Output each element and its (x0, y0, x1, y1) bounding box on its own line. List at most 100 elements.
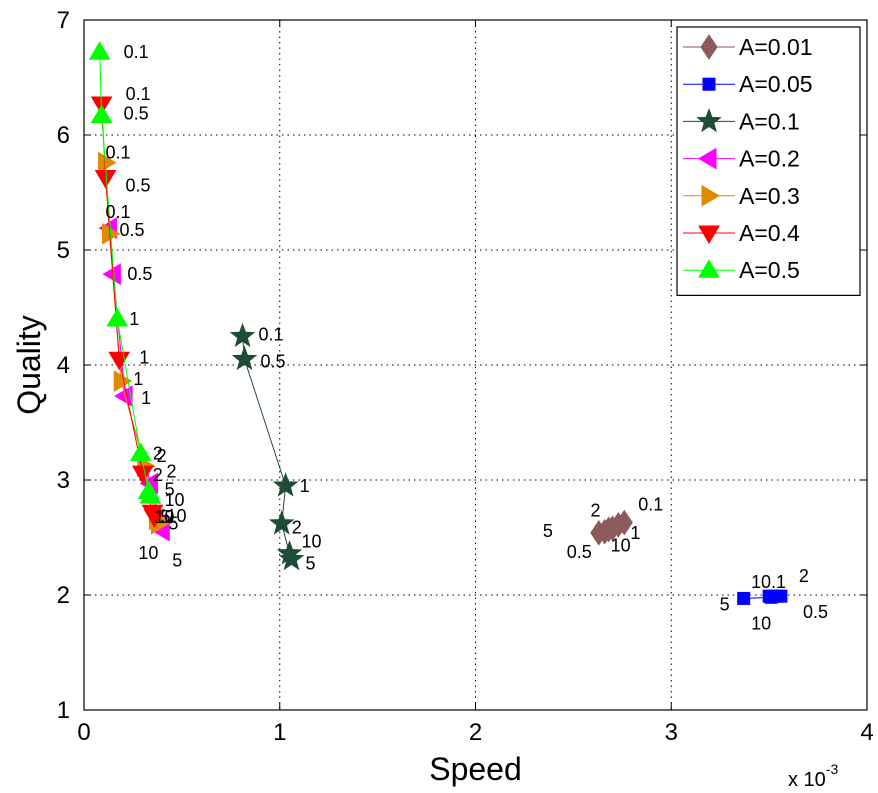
point-label: 10 (138, 543, 158, 563)
triangle-up-marker (88, 41, 111, 60)
grid-lines (84, 20, 867, 710)
point-label: 1 (129, 309, 139, 329)
legend-label: A=0.05 (739, 71, 813, 97)
x-axis-multiplier: x 10-3 (788, 761, 838, 791)
point-label: 0.1 (259, 324, 284, 344)
triangle-down-marker (131, 465, 154, 485)
legend-item: A=0.01 (683, 34, 813, 60)
point-label: 0.5 (803, 602, 828, 622)
triangle-up-marker (698, 259, 720, 278)
star-marker (231, 345, 258, 371)
diamond-marker (700, 34, 718, 60)
point-label: 10 (167, 506, 187, 526)
legend-item: A=0.5 (683, 257, 800, 283)
y-axis-label: Quality (11, 315, 47, 415)
data-series (88, 41, 788, 605)
legend-label: A=0.5 (739, 257, 800, 283)
y-tick-label: 7 (57, 7, 70, 34)
star-marker (229, 322, 256, 348)
point-label: 2 (153, 444, 163, 464)
point-label: 5 (305, 553, 315, 573)
y-tick-label: 4 (57, 352, 70, 379)
y-tick-label: 3 (57, 467, 70, 494)
point-label: 10 (165, 490, 185, 510)
x-axis-label: Speed (429, 751, 522, 787)
point-label: 0.1 (106, 143, 131, 163)
triangle-right-marker (98, 151, 117, 174)
point-label: 0.5 (567, 542, 592, 562)
point-label: 0.5 (127, 264, 152, 284)
legend-item: A=0.3 (683, 183, 800, 209)
legend-label: A=0.4 (739, 220, 800, 246)
legend-item: A=0.05 (683, 71, 813, 97)
point-label: 2 (292, 518, 302, 538)
square-marker (702, 77, 716, 91)
point-label: 5 (160, 507, 170, 527)
point-label: 0.1 (638, 495, 663, 515)
series-a-0-5 (88, 41, 162, 504)
legend-item: A=0.2 (683, 146, 800, 172)
legend-item: A=0.4 (683, 220, 800, 246)
x-tick-label: 3 (665, 719, 678, 746)
point-label: 0.1 (105, 202, 130, 222)
legend-label: A=0.01 (739, 34, 813, 60)
legend-label: A=0.1 (739, 108, 800, 134)
point-label: 0.1 (126, 84, 151, 104)
triangle-down-marker (143, 509, 166, 528)
triangle-up-marker (90, 104, 113, 123)
series-a-0-1 (229, 322, 305, 571)
point-label: 1 (139, 347, 149, 367)
legend-item: A=0.1 (683, 107, 800, 134)
star-marker (696, 107, 722, 133)
point-label: 1 (141, 388, 151, 408)
point-label: 2 (153, 465, 163, 485)
x-tick-label: 1 (273, 719, 286, 746)
series-a-0-05 (737, 589, 788, 605)
star-marker (272, 472, 299, 497)
square-marker (737, 591, 751, 605)
point-label: 5 (543, 521, 553, 541)
point-label: 5 (172, 551, 182, 571)
point-label: 0.5 (126, 176, 151, 196)
point-label: 10 (751, 613, 771, 633)
x-tick-label: 0 (77, 719, 90, 746)
square-marker (764, 590, 778, 604)
point-label: 2 (167, 461, 177, 481)
point-label: 1 (751, 572, 761, 592)
point-label: 1 (133, 369, 143, 389)
x-multiplier-exponent: -3 (826, 761, 839, 777)
point-label: 1 (630, 523, 640, 543)
legend-label: A=0.2 (739, 146, 800, 172)
star-marker (278, 545, 305, 571)
point-label: 0.5 (261, 351, 286, 371)
y-tick-label: 2 (57, 582, 70, 609)
x-multiplier-base: x 10 (788, 769, 826, 791)
series-a-0-01 (590, 509, 633, 546)
series-a-0-4 (90, 96, 166, 528)
point-label: 5 (165, 480, 175, 500)
point-label: 0.5 (119, 220, 144, 240)
y-tick-label: 5 (57, 237, 70, 264)
point-label: 0.1 (761, 572, 786, 592)
point-labels: 0.112100.5520.50.111050.10.5121050.10.51… (105, 42, 828, 633)
triangle-right-marker (701, 184, 720, 207)
legend: A=0.01 A=0.05 A=0.1 A=0.2 A=0.3 A=0.4 A=0.5 (676, 26, 861, 296)
diamond-marker (590, 519, 608, 546)
triangle-down-marker (698, 225, 720, 244)
triangle-up-marker (106, 308, 129, 327)
point-label: 10 (611, 535, 631, 555)
triangle-up-marker (139, 485, 162, 504)
point-label: 5 (720, 594, 730, 614)
legend-label: A=0.3 (739, 183, 800, 209)
point-label: 5 (168, 514, 178, 534)
point-label: 0.1 (124, 42, 149, 62)
point-label: 10 (154, 507, 174, 527)
point-label: 2 (157, 446, 167, 466)
y-tick-label: 6 (57, 122, 70, 149)
point-label: 0.5 (124, 103, 149, 123)
point-label: 10 (302, 532, 322, 552)
y-tick-label: 1 (57, 697, 70, 724)
point-label: 1 (300, 476, 310, 496)
